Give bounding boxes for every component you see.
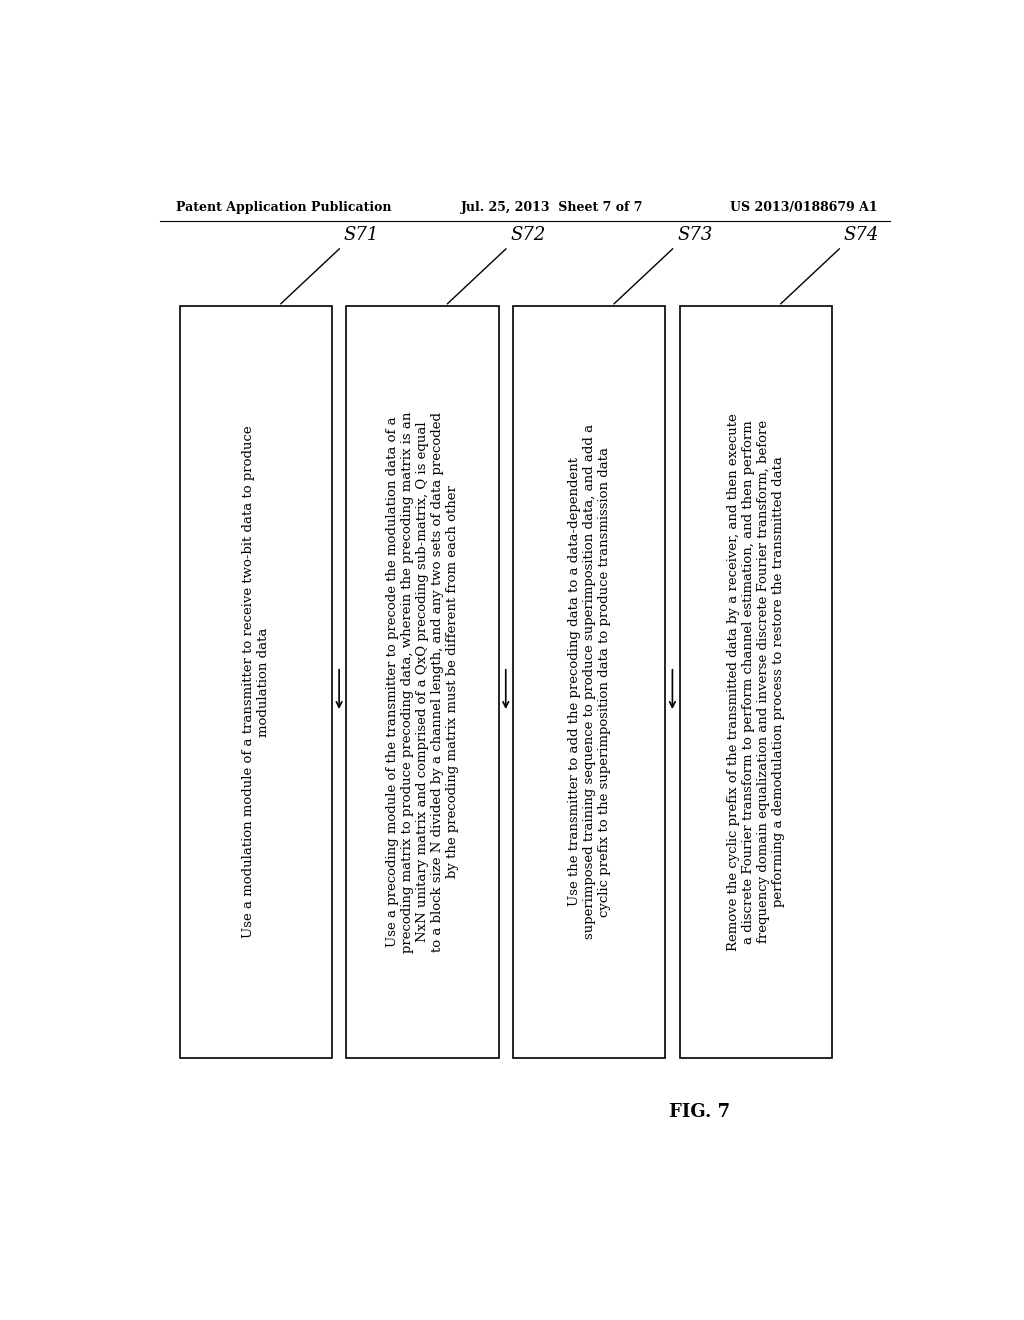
Bar bbox=[513, 306, 666, 1057]
Text: S71: S71 bbox=[344, 226, 379, 244]
Bar bbox=[346, 306, 499, 1057]
Text: S74: S74 bbox=[844, 226, 880, 244]
Text: Remove the cyclic prefix of the transmitted data by a receiver, and then execute: Remove the cyclic prefix of the transmit… bbox=[727, 413, 784, 950]
Bar bbox=[680, 306, 831, 1057]
Text: Use the transmitter to add the precoding data to a data-dependent
superimposed t: Use the transmitter to add the precoding… bbox=[567, 424, 610, 940]
Text: Jul. 25, 2013  Sheet 7 of 7: Jul. 25, 2013 Sheet 7 of 7 bbox=[461, 201, 644, 214]
Text: Patent Application Publication: Patent Application Publication bbox=[176, 201, 391, 214]
Text: S72: S72 bbox=[511, 226, 546, 244]
Text: US 2013/0188679 A1: US 2013/0188679 A1 bbox=[730, 201, 878, 214]
Text: S73: S73 bbox=[677, 226, 713, 244]
Bar bbox=[179, 306, 332, 1057]
Text: Use a modulation module of a transmitter to receive two-bit data to produce
modu: Use a modulation module of a transmitter… bbox=[242, 425, 269, 939]
Text: Use a precoding module of the transmitter to precode the modulation data of a
pr: Use a precoding module of the transmitte… bbox=[386, 411, 459, 953]
Text: FIG. 7: FIG. 7 bbox=[669, 1102, 730, 1121]
